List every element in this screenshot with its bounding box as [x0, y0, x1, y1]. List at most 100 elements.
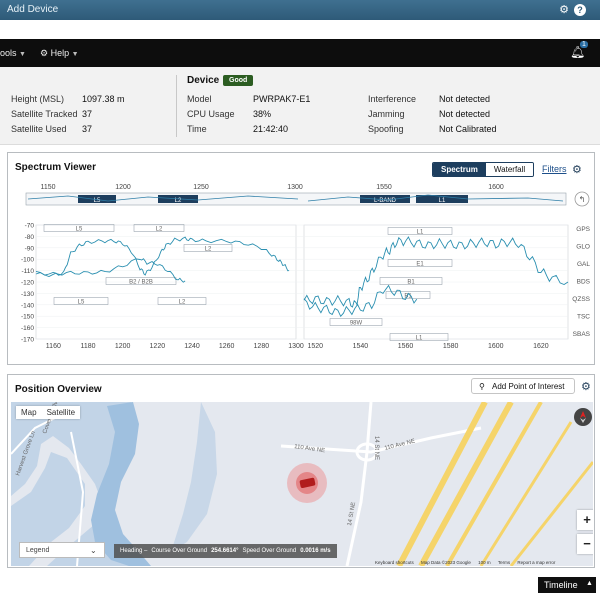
spectrum-viewer-title: Spectrum Viewer — [15, 162, 96, 173]
spectrum-chart: 1150 1200 1250 1300 1550 1600 L5 L2 L-BAND L1 ↰ -70… — [21, 184, 591, 350]
reset-zoom-icon: ↰ — [579, 195, 586, 204]
add-device-link[interactable]: Add Device — [7, 4, 59, 15]
menu-tools[interactable]: ools ▼ — [0, 48, 26, 58]
band-label: B1 — [407, 280, 415, 286]
map-pin-icon: ⚲ — [479, 382, 485, 391]
height-value: 1097.38 m — [82, 94, 125, 104]
bell-icon: 🔔︎ — [570, 45, 586, 59]
gear-icon[interactable]: ⚙ — [572, 164, 582, 176]
overview-band-label: L2 — [175, 198, 182, 204]
band-label: L2 — [205, 247, 212, 253]
report-map-error-link[interactable]: Report a map error — [517, 560, 556, 565]
x-tick-label: 1160 — [46, 343, 61, 350]
band-label: L2 — [156, 227, 163, 233]
tab-waterfall[interactable]: Waterfall — [485, 163, 534, 176]
map-canvas: 110 Ave NE 110 Ave NE 14 St NE 14 St NE … — [11, 402, 593, 566]
menu-bar: ools ▼ ⚙ Help ▼ 🔔︎ 1 — [0, 39, 600, 67]
x-tick-label: 1600 — [488, 343, 504, 350]
x-tick-label: 1560 — [398, 343, 414, 350]
y-tick-label: -90 — [25, 245, 35, 252]
sog-label: Speed Over Ground — [242, 548, 297, 554]
map-tab-map[interactable]: Map — [21, 408, 37, 417]
band-box — [389, 333, 449, 341]
tab-spectrum[interactable]: Spectrum — [433, 163, 486, 176]
constellation-label: BDS — [577, 279, 591, 286]
app-header: Add Device ⚙ ? — [0, 0, 600, 20]
constellation-label: SBAS — [573, 331, 591, 338]
satellites-tracked-value: 37 — [82, 109, 93, 119]
zoom-in-button[interactable]: + — [577, 510, 593, 530]
menu-help[interactable]: ⚙ Help ▼ — [40, 48, 79, 59]
spectrum-trace-right — [303, 284, 418, 318]
chevron-down-icon: ⌄ — [90, 546, 97, 555]
satellites-used-label: Satellite Used — [11, 124, 67, 134]
chevron-down-icon: ▼ — [71, 51, 79, 58]
overview-tick-label: 1250 — [193, 184, 209, 191]
overview-tick-label: 1550 — [376, 184, 392, 191]
keyboard-shortcuts-link[interactable]: Keyboard shortcuts — [375, 560, 414, 565]
gear-icon[interactable]: ⚙ — [581, 381, 591, 393]
x-tick-label: 1300 — [288, 343, 304, 350]
y-tick-label: -170 — [21, 337, 34, 344]
legend-label: Legend — [26, 547, 50, 554]
zoom-out-button[interactable]: − — [577, 534, 593, 554]
overview-band — [360, 195, 410, 203]
x-tick-label: 1260 — [219, 343, 235, 350]
overview-tick-label: 1150 — [40, 184, 55, 191]
road-label: 14 St NE — [347, 502, 357, 527]
road-label: 14 St NE — [373, 436, 379, 460]
y-tick-label: -110 — [21, 268, 34, 275]
timeline-button[interactable]: Timeline ▲ — [538, 577, 596, 593]
x-tick-label: 1280 — [254, 343, 270, 350]
map-data-text: Map Data ©2023 Google — [421, 560, 471, 565]
constellation-label: TSC — [577, 314, 590, 321]
interference-value: Not detected — [439, 94, 491, 104]
band-label: 98W — [350, 321, 363, 327]
x-tick-label: 1580 — [443, 343, 459, 350]
notifications-button[interactable]: 🔔︎ 1 — [570, 41, 588, 59]
chevron-up-icon: ▲ — [586, 580, 593, 587]
y-tick-label: -100 — [21, 257, 34, 264]
band-label: L1 — [416, 336, 423, 342]
band-label: L1 — [417, 230, 424, 236]
reset-zoom-button — [574, 191, 590, 207]
legend-dropdown[interactable]: Legend ⌄ — [19, 542, 105, 558]
height-label: Height (MSL) — [11, 94, 65, 104]
map-tab-satellite[interactable]: Satellite — [46, 408, 76, 417]
x-tick-label: 1620 — [533, 343, 549, 350]
map-view[interactable]: 110 Ave NE 110 Ave NE 14 St NE 14 St NE … — [11, 402, 593, 566]
band-box — [385, 291, 431, 299]
device-heading: Device — [187, 75, 220, 86]
spectrum-viewer-panel: Spectrum Viewer Spectrum Waterfall Filte… — [7, 152, 595, 365]
band-box — [53, 297, 109, 305]
band-box — [105, 277, 177, 285]
band-label: L5 — [78, 300, 85, 306]
constellation-label: GAL — [577, 261, 590, 268]
overview-tick-label: 1200 — [115, 184, 131, 191]
overview-band-label: L1 — [439, 198, 446, 204]
chevron-down-icon: ▼ — [19, 51, 26, 58]
compass-icon[interactable] — [574, 408, 592, 426]
band-label: L5 — [76, 227, 83, 233]
gear-icon[interactable]: ⚙ — [559, 4, 569, 16]
spoofing-value: Not Calibrated — [439, 124, 497, 134]
terms-link[interactable]: Terms — [497, 560, 511, 565]
menu-tools-label: ools — [0, 48, 17, 58]
cog-value: 254.6614° — [211, 548, 239, 554]
band-box — [133, 224, 185, 232]
overview-tick-label: 1600 — [488, 184, 504, 191]
help-icon[interactable]: ? — [574, 4, 586, 16]
sog-value: 0.0016 m/s — [300, 548, 331, 554]
cpu-usage-value: 38% — [253, 109, 272, 119]
band-label: B2 / B2B — [129, 280, 153, 286]
map-type-control: Map Satellite — [16, 406, 81, 419]
x-tick-label: 1520 — [307, 343, 323, 350]
map-scale: 100 m — [478, 560, 491, 565]
y-tick-label: -130 — [21, 291, 34, 298]
x-tick-label: 1240 — [184, 343, 200, 350]
satellites-tracked-label: Satellite Tracked — [11, 109, 78, 119]
status-summary: Height (MSL) 1097.38 m Satellite Tracked… — [0, 67, 600, 145]
filters-link[interactable]: Filters — [542, 164, 567, 174]
add-poi-button[interactable]: ⚲ Add Point of Interest — [471, 378, 575, 394]
x-tick-label: 1540 — [353, 343, 369, 350]
